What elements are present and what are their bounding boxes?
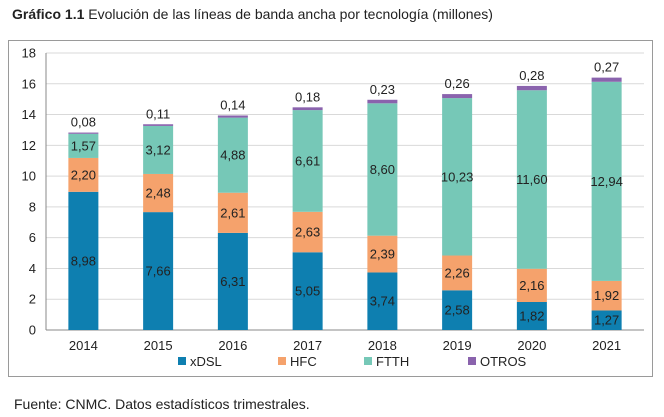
bar-hfc-2015 — [143, 173, 174, 213]
y-tick-label: 14 — [22, 107, 36, 122]
bar-otros-2014 — [68, 132, 99, 134]
data-label: 3,12 — [145, 142, 170, 157]
bar-xdsl-2015 — [143, 212, 174, 330]
x-tick-label: 2014 — [69, 338, 98, 353]
data-label: 2,58 — [444, 303, 469, 318]
legend-label: OTROS — [480, 354, 527, 369]
data-label: 0,18 — [295, 89, 320, 104]
x-tick-label: 2021 — [592, 338, 621, 353]
data-label: 1,57 — [71, 138, 96, 153]
data-label: 3,74 — [370, 294, 395, 309]
data-label: 6,61 — [295, 153, 320, 168]
legend-swatch-hfc — [278, 357, 286, 365]
source-note: Fuente: CNMC. Datos estadísticos trimest… — [14, 396, 310, 412]
bar-ftth-2018 — [367, 103, 398, 236]
bar-xdsl-2018 — [367, 272, 398, 330]
y-tick-label: 0 — [29, 323, 36, 338]
legend-label: xDSL — [190, 354, 222, 369]
legend-label: FTTH — [376, 354, 409, 369]
x-tick-label: 2019 — [443, 338, 472, 353]
bar-xdsl-2016 — [217, 232, 248, 330]
bar-otros-2020 — [516, 85, 547, 91]
data-label: 0,23 — [370, 82, 395, 97]
bar-xdsl-2020 — [516, 301, 547, 330]
data-label: 1,27 — [594, 313, 619, 328]
bar-hfc-2019 — [442, 255, 473, 291]
data-label: 2,26 — [444, 265, 469, 280]
y-tick-label: 12 — [22, 138, 36, 153]
data-label: 2,48 — [145, 186, 170, 201]
legend-swatch-xdsl — [178, 357, 186, 365]
chart-title: Gráfico 1.1 Evolución de las líneas de b… — [12, 6, 493, 22]
data-label: 0,26 — [444, 76, 469, 91]
bar-hfc-2021 — [591, 280, 622, 311]
data-label: 6,31 — [220, 274, 245, 289]
bar-ftth-2016 — [217, 117, 248, 193]
bar-otros-2018 — [367, 99, 398, 104]
y-tick-label: 4 — [29, 261, 36, 276]
chart-title-number: Gráfico 1.1 — [12, 6, 85, 22]
data-label: 7,66 — [145, 264, 170, 279]
bar-ftth-2015 — [143, 125, 174, 174]
x-tick-label: 2020 — [517, 338, 546, 353]
legend-swatch-ftth — [364, 357, 372, 365]
x-tick-label: 2017 — [293, 338, 322, 353]
y-tick-label: 18 — [22, 46, 36, 61]
x-tick-label: 2015 — [144, 338, 173, 353]
data-label: 4,88 — [220, 148, 245, 163]
data-label: 1,82 — [519, 308, 544, 323]
bar-xdsl-2019 — [442, 290, 473, 330]
data-label: 0,08 — [71, 115, 96, 130]
data-label: 0,27 — [594, 60, 619, 75]
data-label: 2,39 — [370, 247, 395, 262]
bar-ftth-2017 — [292, 110, 323, 212]
data-label: 10,23 — [441, 169, 474, 184]
bar-xdsl-2014 — [68, 191, 99, 330]
bar-hfc-2017 — [292, 211, 323, 253]
data-label: 2,20 — [71, 167, 96, 182]
y-tick-label: 16 — [22, 76, 36, 91]
data-label: 0,11 — [146, 106, 170, 121]
bar-otros-2016 — [217, 115, 248, 118]
data-label: 11,60 — [516, 172, 548, 187]
data-label: 2,63 — [295, 225, 320, 240]
bar-otros-2019 — [442, 94, 473, 99]
chart-frame — [8, 40, 653, 377]
data-label: 1,92 — [594, 288, 619, 303]
bar-ftth-2014 — [68, 133, 99, 158]
bar-ftth-2020 — [516, 90, 547, 269]
data-label: 5,05 — [295, 284, 320, 299]
y-tick-label: 6 — [29, 230, 36, 245]
legend-label: HFC — [290, 354, 317, 369]
data-label: 8,60 — [370, 162, 395, 177]
data-label: 2,61 — [220, 205, 245, 220]
bar-ftth-2021 — [591, 81, 622, 281]
bar-otros-2021 — [591, 77, 622, 82]
data-label: 0,28 — [519, 68, 544, 83]
y-tick-label: 2 — [29, 292, 36, 307]
x-tick-label: 2018 — [368, 338, 397, 353]
data-label: 12,94 — [590, 174, 623, 189]
data-label: 8,98 — [71, 253, 96, 268]
bar-hfc-2020 — [516, 268, 547, 302]
data-label: 0,14 — [220, 97, 245, 112]
legend-swatch-otros — [468, 357, 476, 365]
bar-ftth-2019 — [442, 98, 473, 256]
bar-hfc-2018 — [367, 235, 398, 273]
x-tick-label: 2016 — [218, 338, 247, 353]
data-label: 2,16 — [519, 278, 544, 293]
bar-otros-2015 — [143, 124, 174, 126]
y-tick-label: 8 — [29, 199, 36, 214]
bar-hfc-2014 — [68, 157, 99, 192]
bar-xdsl-2021 — [591, 310, 622, 330]
chart-title-text: Evolución de las líneas de banda ancha p… — [88, 6, 493, 22]
bar-xdsl-2017 — [292, 252, 323, 330]
y-tick-label: 10 — [22, 169, 36, 184]
bar-hfc-2016 — [217, 192, 248, 233]
bar-otros-2017 — [292, 107, 323, 111]
